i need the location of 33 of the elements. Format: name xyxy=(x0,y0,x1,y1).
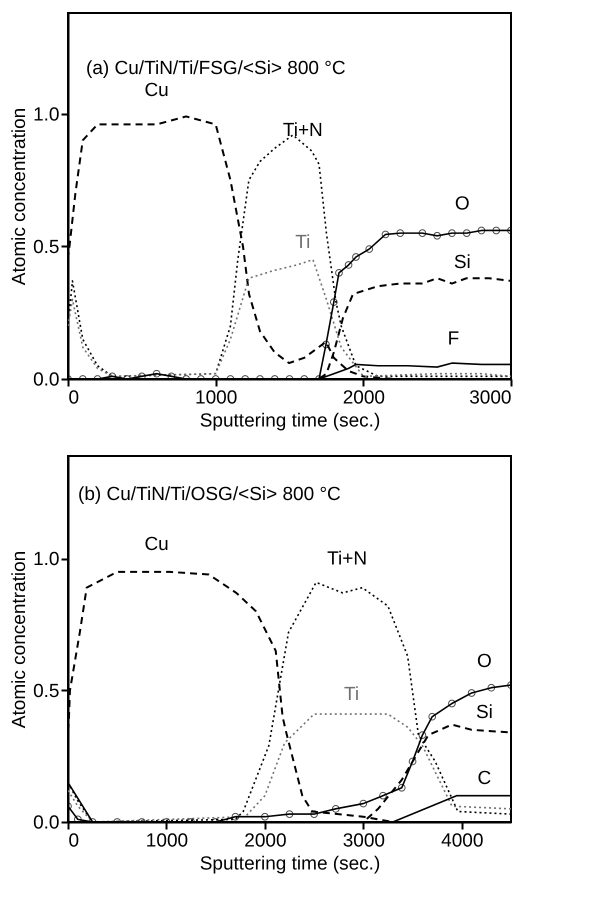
y-tick-label: 1.0 xyxy=(33,549,60,570)
x-tick-label: 4000 xyxy=(441,830,484,852)
x-tick-label: 0 xyxy=(68,388,80,408)
series-label: Si xyxy=(476,702,493,724)
y-tick-label: 0.5 xyxy=(33,236,60,258)
series-label: Si xyxy=(454,252,471,273)
x-axis-title: Sputtering time (sec.) xyxy=(200,410,380,432)
x-axis-title: Sputtering time (sec.) xyxy=(200,854,380,874)
y-tick-label: 0.0 xyxy=(33,370,60,390)
x-tick-label: 3000 xyxy=(342,830,385,852)
text: (b) Cu/TiN/Ti/OSG/<Si> 800 °C xyxy=(78,484,341,505)
y-tick-label: 0.5 xyxy=(33,680,60,702)
series-label: Cu xyxy=(144,80,169,101)
series-label: O xyxy=(454,193,470,214)
series-label: Ti xyxy=(295,232,310,253)
y-tick-label: 0.0 xyxy=(33,812,60,834)
y-tick-label: 1.0 xyxy=(33,104,60,126)
x-tick-label: 1000 xyxy=(146,830,188,852)
series-label: F xyxy=(448,328,460,350)
series-label: Ti+N xyxy=(327,548,368,570)
series-label: O xyxy=(477,650,492,672)
y-axis-title: Atomic concentration xyxy=(9,550,30,728)
series-label: C xyxy=(478,768,492,790)
series-label: Ti xyxy=(344,684,360,705)
x-tick-label: 1000 xyxy=(195,388,238,408)
x-tick-label: 2000 xyxy=(244,830,287,852)
series-label: Cu xyxy=(144,534,169,555)
text: (a) Cu/TiN/Ti/FSG/<Si> 800 °C xyxy=(86,58,346,79)
x-tick-label: 3000 xyxy=(469,388,512,408)
y-axis-title: Atomic concentration xyxy=(9,108,30,286)
x-tick-label: 0 xyxy=(68,830,80,852)
series-label: Ti+N xyxy=(282,120,323,142)
x-tick-label: 2000 xyxy=(342,388,385,408)
